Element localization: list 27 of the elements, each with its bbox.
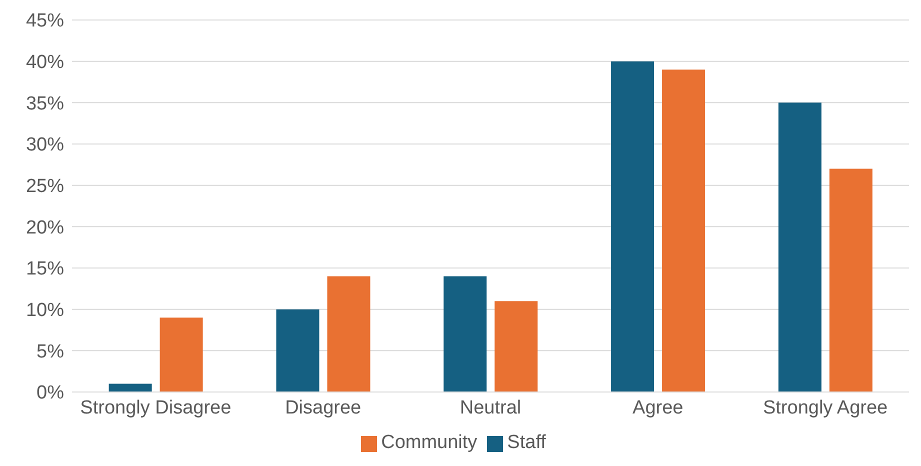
legend-label: Community — [381, 432, 478, 453]
bar — [778, 102, 822, 392]
y-tick-label: 5% — [36, 341, 64, 362]
bar — [327, 276, 370, 392]
legend-label: Staff — [507, 432, 546, 453]
bar — [276, 309, 320, 392]
bar — [160, 318, 203, 392]
x-tick-label: Strongly Agree — [762, 397, 888, 418]
y-tick-label: 35% — [26, 93, 64, 114]
y-tick-label: 40% — [26, 52, 64, 74]
y-tick-label: 45% — [26, 10, 64, 32]
bar — [662, 70, 706, 392]
x-tick-label: Neutral — [460, 397, 522, 418]
y-tick-label: 30% — [26, 134, 64, 156]
x-tick-label: Agree — [632, 397, 684, 418]
y-tick-label: 0% — [36, 382, 64, 404]
y-tick-label: 10% — [26, 300, 64, 322]
y-tick-label: 25% — [26, 176, 64, 198]
bar — [444, 276, 487, 392]
bar — [829, 168, 872, 392]
y-tick-label: 20% — [26, 217, 64, 238]
y-tick-label: 15% — [26, 258, 64, 280]
bar — [108, 384, 152, 392]
x-tick-label: Disagree — [285, 397, 362, 418]
bar — [494, 301, 538, 392]
bar — [611, 61, 654, 392]
x-tick-label: Strongly Disagree — [80, 397, 232, 418]
